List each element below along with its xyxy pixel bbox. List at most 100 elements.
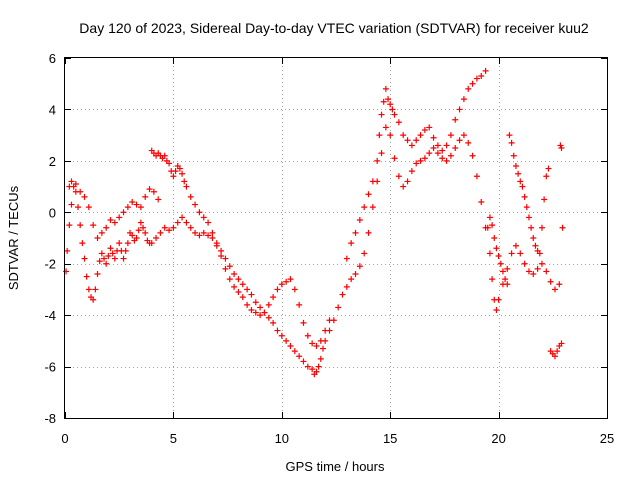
data-point — [395, 173, 402, 180]
data-point — [417, 132, 424, 139]
data-point — [551, 286, 558, 293]
data-point — [545, 165, 552, 172]
data-point — [209, 229, 216, 236]
data-point — [486, 214, 493, 221]
data-point — [68, 201, 75, 208]
data-point — [497, 260, 504, 267]
data-point — [270, 294, 277, 301]
data-point — [361, 204, 368, 211]
data-point — [287, 276, 294, 283]
x-tick-label: 0 — [61, 431, 68, 446]
data-point — [532, 242, 539, 249]
data-point — [486, 250, 493, 257]
data-point — [508, 139, 515, 146]
data-point — [116, 240, 123, 247]
data-point — [309, 340, 316, 347]
data-point — [408, 168, 415, 175]
data-point — [226, 263, 233, 270]
data-point — [352, 271, 359, 277]
data-point — [528, 224, 535, 231]
data-point — [365, 229, 372, 236]
data-point — [443, 142, 450, 149]
data-point — [530, 235, 537, 241]
data-point — [235, 289, 242, 295]
data-point — [196, 209, 203, 216]
data-point — [512, 242, 519, 249]
y-tick-label: -6 — [44, 360, 56, 375]
data-point — [551, 353, 558, 360]
data-point — [408, 142, 415, 149]
data-point — [510, 152, 517, 159]
data-point — [239, 281, 246, 288]
data-point — [278, 332, 285, 339]
data-point — [183, 183, 190, 190]
data-point — [129, 232, 136, 239]
data-point — [489, 276, 496, 283]
data-point — [81, 193, 88, 200]
data-point — [473, 173, 480, 180]
data-point — [90, 296, 97, 303]
data-point — [66, 183, 73, 190]
data-point — [244, 286, 251, 293]
data-point — [400, 132, 407, 139]
data-point — [304, 332, 311, 339]
data-point — [536, 250, 543, 257]
data-point — [161, 152, 168, 159]
data-point — [322, 327, 329, 334]
data-point — [335, 304, 342, 311]
data-point — [382, 85, 389, 92]
data-point — [187, 224, 194, 231]
data-point — [120, 209, 127, 216]
data-point — [129, 199, 136, 205]
y-tick-label: 2 — [49, 154, 56, 169]
data-point — [304, 363, 311, 370]
data-point — [491, 235, 498, 241]
data-point — [508, 250, 515, 257]
data-point — [369, 178, 376, 185]
data-point — [103, 224, 110, 231]
data-point — [460, 132, 467, 139]
data-point — [218, 247, 225, 254]
data-point — [137, 219, 144, 226]
data-point — [218, 253, 225, 259]
data-point — [96, 258, 103, 265]
x-axis-label: GPS time / hours — [286, 459, 385, 474]
data-point — [413, 137, 420, 144]
x-tick-label: 5 — [170, 431, 177, 446]
data-point — [213, 242, 220, 249]
data-points — [63, 67, 566, 378]
data-point — [291, 348, 298, 355]
data-point — [534, 265, 541, 272]
data-point — [558, 340, 565, 347]
data-point — [430, 145, 437, 151]
data-point — [319, 345, 326, 352]
data-point — [473, 75, 480, 82]
data-point — [133, 201, 140, 208]
data-point — [116, 214, 123, 221]
data-point — [261, 309, 268, 316]
data-point — [257, 312, 264, 319]
data-point — [385, 96, 392, 103]
data-point — [111, 219, 118, 226]
data-point — [348, 276, 355, 283]
data-point — [105, 253, 112, 259]
data-point — [79, 240, 86, 247]
chart-grid — [65, 58, 607, 418]
data-point — [512, 163, 519, 169]
data-point — [439, 147, 446, 154]
data-point — [413, 160, 420, 167]
data-point — [465, 139, 472, 146]
data-point — [103, 260, 110, 267]
data-point — [137, 204, 144, 211]
data-point — [547, 278, 554, 285]
data-point — [499, 268, 506, 275]
data-point — [404, 178, 411, 185]
data-point — [380, 98, 387, 105]
data-point — [506, 132, 513, 139]
data-point — [343, 283, 350, 290]
data-point — [179, 170, 186, 177]
data-point — [478, 199, 485, 205]
data-point — [278, 281, 285, 288]
data-point — [317, 355, 324, 362]
